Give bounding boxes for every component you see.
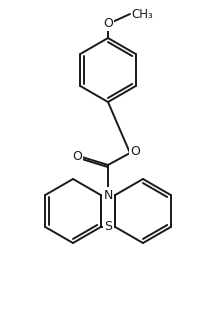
Text: N: N bbox=[103, 189, 113, 202]
Text: O: O bbox=[72, 149, 82, 162]
Text: O: O bbox=[130, 144, 140, 157]
Text: CH₃: CH₃ bbox=[131, 8, 153, 21]
Text: O: O bbox=[103, 17, 113, 30]
Text: S: S bbox=[104, 220, 112, 233]
